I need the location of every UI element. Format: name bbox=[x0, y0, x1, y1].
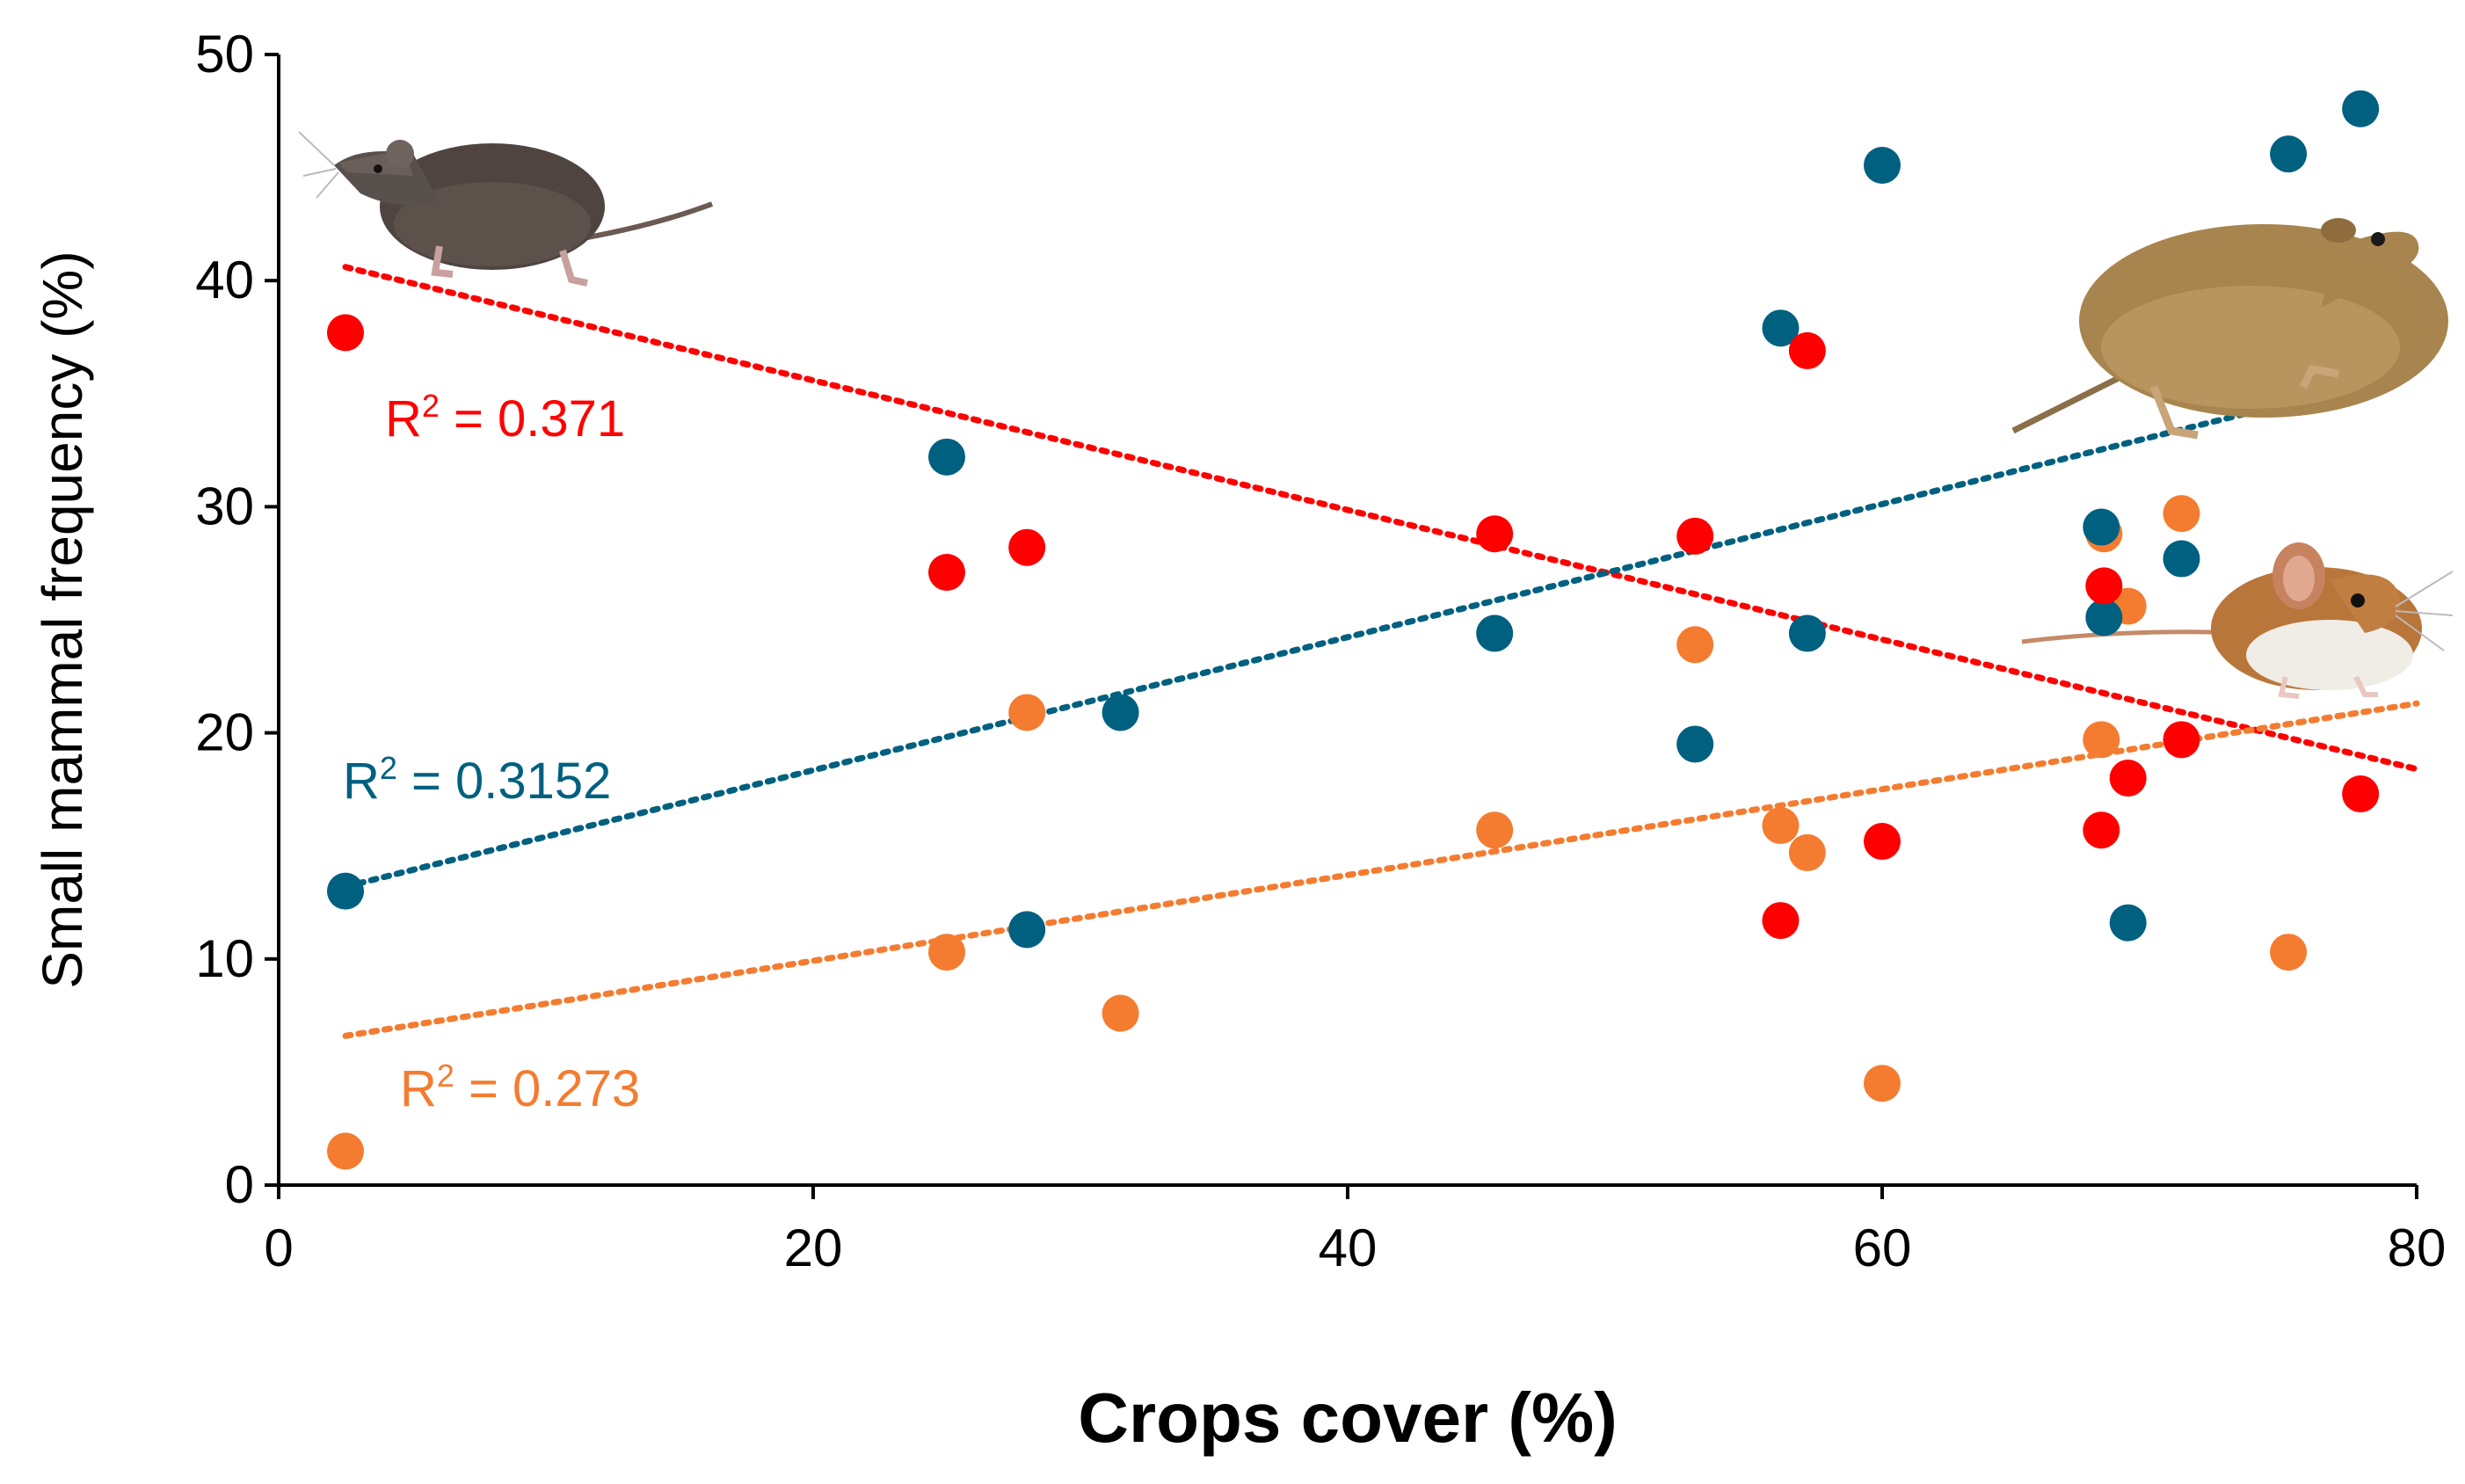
point-vole bbox=[1102, 694, 1139, 731]
point-vole bbox=[1864, 147, 1901, 185]
point-shrew bbox=[1476, 515, 1514, 553]
x-axis-title: Crops cover (%) bbox=[1078, 1379, 1617, 1457]
r2-label-mouse: R2 = 0.273 bbox=[400, 1058, 640, 1117]
vole-illustration bbox=[2011, 218, 2448, 440]
y-tick-label: 20 bbox=[195, 703, 254, 762]
trendline-shrew bbox=[342, 264, 2420, 773]
points bbox=[327, 90, 2380, 1170]
trendline-vole bbox=[342, 367, 2420, 890]
x-tick-label: 60 bbox=[1853, 1218, 1912, 1277]
trendlines bbox=[342, 264, 2420, 1039]
point-mouse bbox=[2270, 934, 2308, 971]
x-tick-label: 40 bbox=[1319, 1218, 1378, 1277]
point-shrew bbox=[1676, 517, 1714, 555]
point-shrew bbox=[2163, 721, 2200, 759]
y-tick-label: 30 bbox=[195, 476, 254, 535]
y-tick-label: 10 bbox=[195, 929, 254, 988]
point-mouse bbox=[928, 934, 965, 971]
r2-label-vole: R2 = 0.3152 bbox=[343, 750, 611, 810]
point-mouse bbox=[1102, 994, 1139, 1032]
point-vole bbox=[1676, 725, 1714, 763]
point-vole bbox=[2270, 135, 2308, 173]
point-vole bbox=[928, 438, 965, 476]
point-shrew bbox=[2083, 811, 2120, 849]
y-tick-label: 50 bbox=[195, 25, 254, 84]
y-tick-label: 40 bbox=[195, 251, 254, 309]
point-mouse bbox=[2083, 721, 2120, 759]
point-shrew bbox=[2109, 760, 2147, 797]
x-tick-label: 20 bbox=[784, 1218, 843, 1277]
point-shrew bbox=[1762, 902, 1800, 940]
x-tick-label: 80 bbox=[2388, 1218, 2447, 1277]
point-vole bbox=[2109, 904, 2147, 942]
trendline-mouse bbox=[342, 700, 2420, 1039]
point-shrew bbox=[2342, 775, 2380, 813]
point-shrew bbox=[928, 553, 965, 591]
point-vole bbox=[1762, 309, 1800, 347]
point-shrew bbox=[1008, 528, 1046, 566]
tick-group: 0 20 40 60 80 0 10 20 30 40 50 bbox=[195, 25, 2446, 1277]
point-shrew bbox=[1864, 823, 1901, 861]
point-mouse bbox=[327, 1132, 364, 1170]
point-mouse bbox=[2163, 495, 2200, 533]
point-vole bbox=[2342, 90, 2380, 127]
point-vole bbox=[2083, 508, 2120, 546]
shrew-illustration bbox=[298, 131, 714, 287]
point-vole bbox=[2085, 599, 2123, 637]
point-vole bbox=[327, 872, 364, 910]
point-mouse bbox=[1788, 833, 1826, 871]
x-tick-label: 0 bbox=[264, 1218, 293, 1277]
point-vole bbox=[1788, 615, 1826, 652]
point-shrew bbox=[1788, 331, 1826, 369]
point-vole bbox=[1476, 615, 1514, 652]
y-axis-title: Small mammal frequency (%) bbox=[31, 251, 94, 988]
point-vole bbox=[2163, 540, 2200, 578]
point-shrew bbox=[2085, 567, 2123, 605]
r2-label-shrew: R2 = 0.371 bbox=[385, 388, 625, 447]
point-shrew bbox=[327, 314, 364, 352]
y-tick-label: 0 bbox=[225, 1155, 254, 1214]
mouse-illustration bbox=[2021, 542, 2454, 699]
point-mouse bbox=[1676, 626, 1714, 664]
point-mouse bbox=[1008, 694, 1046, 731]
point-vole bbox=[1008, 911, 1046, 949]
point-mouse bbox=[1476, 811, 1514, 849]
point-mouse bbox=[1864, 1065, 1901, 1102]
point-mouse bbox=[1762, 807, 1800, 845]
